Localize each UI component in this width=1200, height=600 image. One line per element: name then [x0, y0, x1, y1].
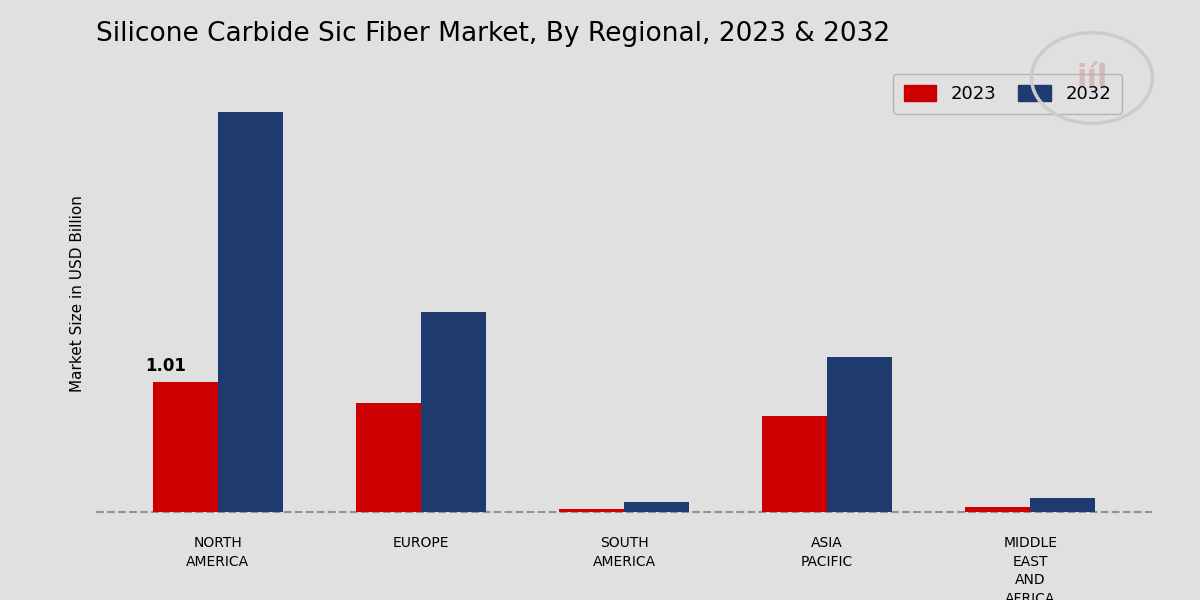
Y-axis label: Market Size in USD Billion: Market Size in USD Billion	[70, 196, 85, 392]
Bar	[152, 382, 218, 512]
Bar	[218, 112, 283, 512]
Text: 1.01: 1.01	[145, 358, 186, 376]
Bar	[624, 502, 689, 512]
Bar	[356, 403, 421, 512]
Text: Silicone Carbide Sic Fiber Market, By Regional, 2023 & 2032: Silicone Carbide Sic Fiber Market, By Re…	[96, 20, 890, 47]
Bar	[421, 312, 486, 512]
Bar	[827, 358, 892, 512]
Text: iíl: iíl	[1076, 64, 1108, 92]
Bar	[965, 508, 1030, 512]
Bar	[559, 509, 624, 512]
Bar	[1030, 498, 1096, 512]
Bar	[762, 416, 827, 512]
Legend: 2023, 2032: 2023, 2032	[893, 74, 1122, 113]
